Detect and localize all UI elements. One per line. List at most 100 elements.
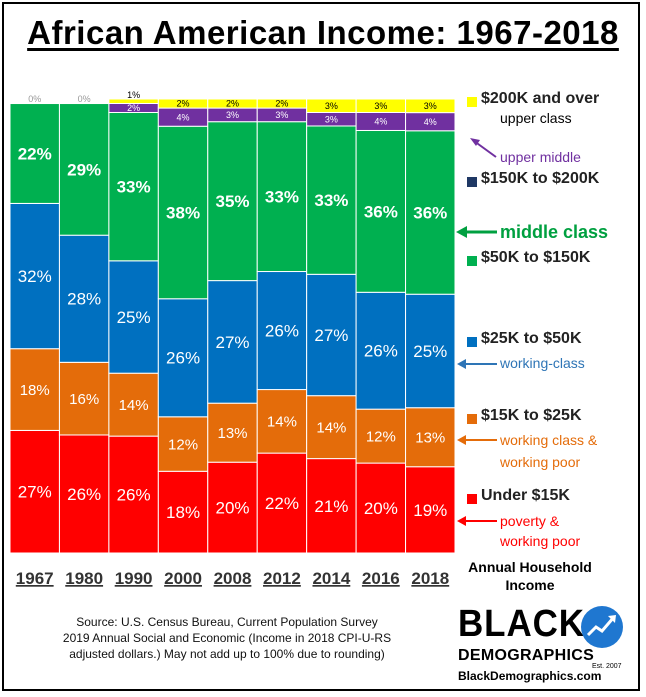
legend-swatch-150k — [467, 177, 477, 187]
bar-segment — [355, 129, 407, 293]
source-line2: 2019 Annual Social and Economic (Income … — [62, 631, 392, 645]
data-label: 3% — [226, 110, 239, 120]
data-label: 16% — [69, 391, 99, 408]
data-label: 2% — [127, 103, 140, 113]
data-label: 25% — [117, 308, 151, 327]
data-label: 27% — [314, 326, 348, 345]
legend-swatch-under-15k — [467, 494, 477, 504]
data-label: 1% — [127, 90, 140, 100]
x-tick-label: 2000 — [164, 569, 202, 588]
x-tick-label: 2012 — [263, 569, 301, 588]
data-label: 26% — [364, 342, 398, 361]
x-tick-label: 2018 — [411, 569, 449, 588]
legend-label-25k: $25K to $50K — [481, 330, 582, 347]
x-tick-label: 1990 — [115, 569, 153, 588]
data-label: 3% — [374, 101, 387, 111]
legend-label-50k: $50K to $150K — [481, 249, 591, 266]
data-label: 2% — [177, 99, 190, 109]
x-tick-label: 2016 — [362, 569, 400, 588]
legend-swatch-200k — [467, 97, 477, 107]
data-label: 2% — [275, 99, 288, 109]
data-label: 26% — [117, 486, 151, 505]
bar-segment — [207, 121, 258, 282]
data-label: 19% — [413, 501, 447, 520]
bar-segment — [108, 435, 159, 554]
data-label: 22% — [18, 144, 52, 163]
legend-sub-working-poor-orange: working poor — [500, 454, 581, 470]
bar-segment — [9, 348, 60, 431]
black-demographics-logo: BLACK DEMOGRAPHICS Est. 2007 BlackDemogr… — [452, 603, 632, 687]
bar-segment — [58, 361, 110, 436]
data-label: 26% — [265, 321, 299, 340]
data-label: 33% — [314, 191, 348, 210]
legend-swatch-25k — [467, 337, 477, 347]
legend-label-under-15k: Under $15K — [481, 487, 570, 504]
legend-label-150k: $150K to $200K — [481, 170, 600, 187]
data-label: 26% — [166, 349, 200, 368]
bar-segment — [157, 416, 209, 472]
bar-segment — [256, 271, 308, 391]
bar-segment — [306, 125, 357, 275]
data-label: 4% — [177, 112, 190, 122]
data-label: 2% — [226, 99, 239, 109]
data-label: 33% — [117, 178, 151, 197]
logo-est: Est. 2007 — [592, 663, 622, 670]
bar-segment — [58, 234, 110, 363]
legend-label-200k: $200K and over — [481, 90, 600, 107]
bar-segment — [405, 407, 456, 468]
x-tick-label: 2008 — [214, 569, 252, 588]
legend-swatch-50k — [467, 256, 477, 266]
bar-segment — [405, 466, 456, 554]
legend-middle-class: middle class — [500, 222, 609, 242]
bar-segment — [157, 125, 209, 300]
logo-word-demographics: DEMOGRAPHICS — [458, 647, 595, 664]
data-label: 14% — [316, 419, 346, 436]
bar-segment — [256, 452, 308, 554]
source-line1: Source: U.S. Census Bureau, Current Popu… — [76, 615, 378, 629]
data-label: 0% — [28, 94, 41, 104]
data-label: 3% — [325, 101, 338, 111]
bar-segment — [355, 291, 407, 410]
data-label: 20% — [364, 499, 398, 518]
data-label: 25% — [413, 342, 447, 361]
chart-title: African American Income: 1967-2018 — [27, 14, 619, 51]
data-label: 0% — [78, 94, 91, 104]
x-tick-label: 1967 — [16, 569, 54, 588]
bar-segment — [405, 293, 456, 409]
bar-segment — [207, 402, 258, 463]
data-label: 18% — [166, 503, 200, 522]
legend-sub-working-class: working-class — [500, 355, 585, 371]
bar-segment — [207, 280, 258, 404]
source-line3: adjusted dollars.) May not add up to 100… — [69, 647, 385, 661]
data-label: 33% — [265, 188, 299, 207]
data-label: 22% — [265, 494, 299, 513]
x-tick-label: 2014 — [312, 569, 350, 588]
data-label: 13% — [217, 425, 247, 442]
logo-url: BlackDemographics.com — [458, 669, 602, 683]
data-label: 27% — [215, 333, 249, 352]
bar-segment — [256, 121, 308, 273]
legend-sub-working-poor-red: working poor — [500, 533, 581, 549]
data-label: 20% — [215, 499, 249, 518]
bar-segment — [58, 434, 110, 554]
data-label: 12% — [366, 428, 396, 445]
x-tick-label: 1980 — [65, 569, 103, 588]
axis-note-line1: Annual Household — [468, 559, 592, 575]
bar-segment — [405, 98, 456, 114]
data-label: 4% — [424, 117, 437, 127]
data-label: 29% — [67, 160, 101, 179]
source-note: Source: U.S. Census Bureau, Current Popu… — [14, 614, 440, 662]
legend-sub-upper-class: upper class — [500, 110, 572, 126]
bar-segment — [355, 462, 407, 554]
data-label: 3% — [275, 110, 288, 120]
legend-sub-working-class-amp: working class & — [500, 432, 598, 448]
data-label: 3% — [424, 101, 437, 111]
trend-up-icon — [581, 606, 623, 648]
data-label: 38% — [166, 203, 200, 222]
legend-sub-upper-middle: upper middle — [500, 149, 581, 165]
logo-word-black: BLACK — [458, 603, 585, 645]
bar-segment — [355, 408, 407, 464]
data-label: 28% — [67, 290, 101, 309]
bar-segment — [157, 470, 209, 554]
